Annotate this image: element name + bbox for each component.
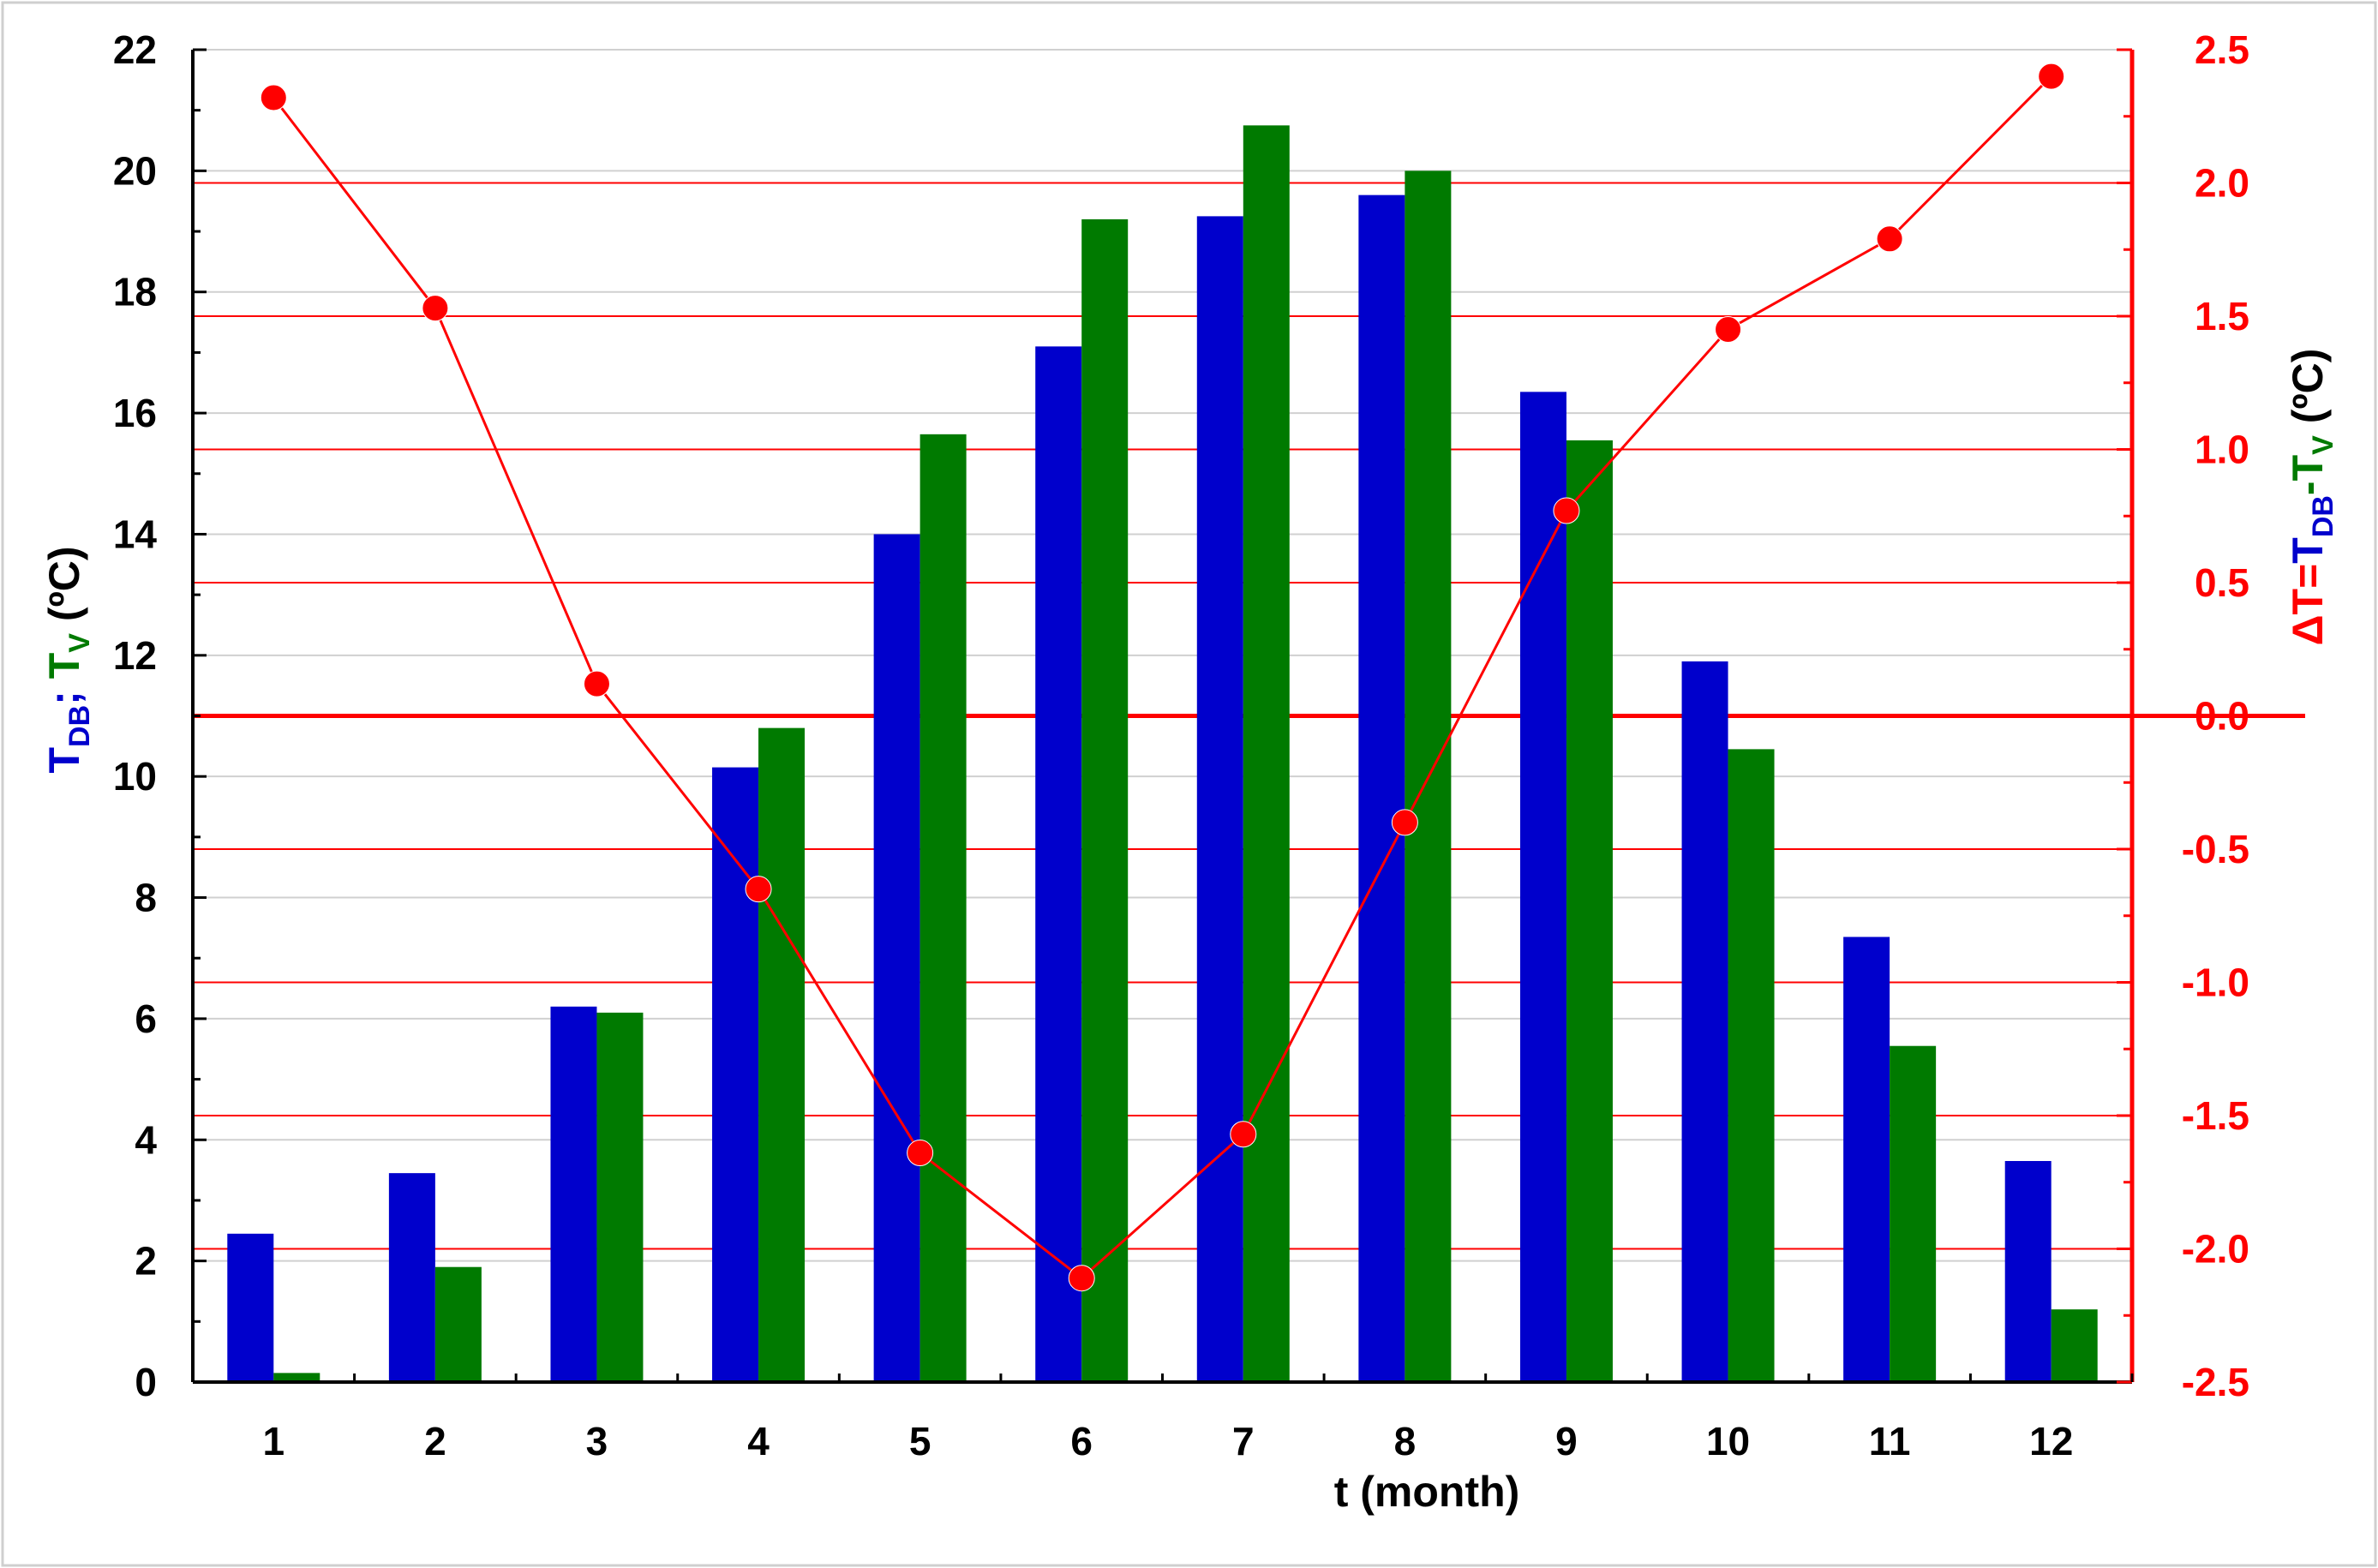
delta-t-line bbox=[273, 75, 2052, 1280]
right-axis-title: ΔT=TDB-TV (ºC) bbox=[2284, 349, 2339, 646]
delta-t-point bbox=[2038, 63, 2065, 90]
bars-layer bbox=[227, 125, 2098, 1383]
x-tick-label: 10 bbox=[1706, 1419, 1750, 1463]
x-tick-label: 3 bbox=[586, 1419, 608, 1463]
bar-tv bbox=[1566, 440, 1613, 1382]
bar-tdb bbox=[712, 767, 759, 1382]
left-tick-label: 2 bbox=[135, 1239, 157, 1284]
bar-tv bbox=[758, 727, 806, 1382]
right-title-tv-sub: V bbox=[2307, 435, 2339, 455]
bar-tdb bbox=[2004, 1161, 2052, 1382]
bar-tdb bbox=[1035, 346, 1082, 1382]
right-tick-label: -1.5 bbox=[2182, 1093, 2249, 1138]
x-tick-label: 9 bbox=[1555, 1419, 1578, 1463]
bar-tv bbox=[1081, 218, 1129, 1383]
left-tick-label: 12 bbox=[113, 633, 157, 678]
right-tick-label: -2.5 bbox=[2182, 1360, 2249, 1404]
right-title-tdb-sub: DB bbox=[2307, 495, 2339, 537]
right-title-unit: (ºC) bbox=[2284, 349, 2332, 436]
right-tick-label: 0.0 bbox=[2195, 694, 2249, 739]
right-tick-label: 1.0 bbox=[2195, 428, 2249, 472]
delta-t-point bbox=[907, 1140, 934, 1167]
bar-tdb bbox=[550, 1006, 597, 1382]
x-tick-label: 1 bbox=[262, 1419, 285, 1463]
labels-layer: 0246810121416182022-2.5-2.0-1.5-1.0-0.50… bbox=[113, 27, 2249, 1463]
left-title-tv-sub: V bbox=[63, 633, 96, 653]
left-tick-label: 8 bbox=[135, 876, 157, 920]
delta-t-point bbox=[1230, 1121, 1257, 1148]
bar-tdb bbox=[1358, 195, 1405, 1383]
right-title-delta: ΔT= bbox=[2284, 564, 2332, 646]
left-axis-title: TDB; TV (ºC) bbox=[40, 547, 96, 774]
x-tick-label: 4 bbox=[747, 1419, 770, 1463]
delta-t-point bbox=[1715, 316, 1742, 344]
left-title-unit: (ºC) bbox=[40, 547, 88, 634]
left-tick-label: 14 bbox=[113, 512, 158, 556]
delta-t-point bbox=[260, 84, 287, 111]
right-title-tdb: T bbox=[2284, 537, 2332, 564]
bar-tv bbox=[1243, 125, 1290, 1382]
delta-t-point bbox=[745, 876, 772, 903]
right-tick-label: -2.0 bbox=[2182, 1227, 2249, 1272]
left-tick-label: 22 bbox=[113, 27, 157, 72]
bar-tv bbox=[2051, 1309, 2098, 1382]
right-title-tv: T bbox=[2284, 455, 2332, 482]
left-tick-label: 10 bbox=[113, 754, 157, 799]
x-tick-label: 12 bbox=[2029, 1419, 2073, 1463]
bar-tv bbox=[1890, 1045, 1937, 1382]
delta-t-point bbox=[583, 670, 610, 697]
bar-tv bbox=[434, 1266, 482, 1382]
bar-tv bbox=[273, 1373, 320, 1382]
x-tick-label: 5 bbox=[909, 1419, 931, 1463]
bar-tdb bbox=[1681, 661, 1728, 1382]
x-tick-label: 6 bbox=[1070, 1419, 1093, 1463]
left-title-tdb-sub: DB bbox=[63, 705, 96, 747]
bar-tv bbox=[919, 434, 967, 1382]
left-tick-label: 16 bbox=[113, 391, 157, 435]
grid-layer bbox=[193, 49, 2305, 1262]
bar-tdb bbox=[227, 1233, 274, 1382]
delta-t-point bbox=[1391, 809, 1418, 836]
x-tick-label: 2 bbox=[424, 1419, 446, 1463]
left-tick-label: 20 bbox=[113, 148, 157, 193]
delta-t-point bbox=[1553, 497, 1580, 524]
left-title-separator: ; bbox=[40, 679, 88, 705]
right-title-dash: - bbox=[2284, 481, 2332, 495]
bar-tdb bbox=[1843, 937, 1890, 1382]
right-tick-label: 1.5 bbox=[2195, 294, 2249, 338]
left-tick-label: 18 bbox=[113, 270, 157, 314]
delta-t-point bbox=[1876, 225, 1903, 253]
left-title-tdb: T bbox=[40, 747, 88, 774]
x-tick-label: 7 bbox=[1232, 1419, 1255, 1463]
right-tick-label: -1.0 bbox=[2182, 961, 2249, 1005]
right-tick-label: -0.5 bbox=[2182, 827, 2249, 871]
x-axis-title: t (month) bbox=[1334, 1468, 1520, 1516]
bar-tdb bbox=[1196, 216, 1243, 1382]
right-tick-label: 0.5 bbox=[2195, 560, 2249, 605]
left-tick-label: 4 bbox=[135, 1117, 157, 1162]
delta-t-point bbox=[1068, 1265, 1095, 1292]
bar-tdb bbox=[1519, 392, 1566, 1382]
bar-tv bbox=[1728, 749, 1775, 1382]
left-tick-label: 6 bbox=[135, 996, 157, 1041]
left-tick-label: 0 bbox=[135, 1360, 157, 1404]
bar-tdb bbox=[873, 534, 920, 1382]
axes-layer bbox=[191, 48, 2135, 1384]
x-tick-label: 11 bbox=[1869, 1419, 1911, 1463]
delta-t-point bbox=[422, 295, 449, 322]
right-tick-label: 2.5 bbox=[2195, 27, 2249, 72]
delta-line-layer bbox=[260, 63, 2065, 1292]
bar-tdb bbox=[388, 1173, 435, 1382]
right-tick-label: 2.0 bbox=[2195, 161, 2249, 206]
x-tick-label: 8 bbox=[1394, 1419, 1417, 1463]
left-title-tv: T bbox=[40, 653, 88, 679]
bar-tv bbox=[596, 1012, 644, 1382]
